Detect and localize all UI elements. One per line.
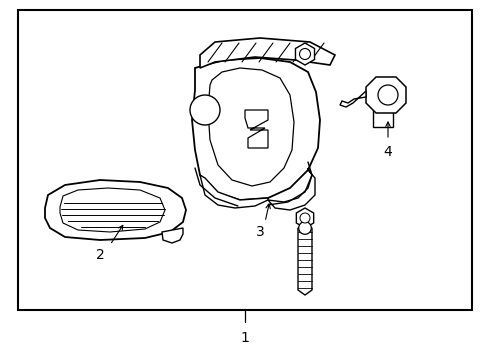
- Text: 2: 2: [96, 248, 104, 262]
- Polygon shape: [207, 68, 293, 186]
- Polygon shape: [297, 228, 311, 295]
- Text: 4: 4: [383, 145, 391, 159]
- Bar: [18, 10, 471, 310]
- Circle shape: [299, 213, 309, 223]
- Circle shape: [298, 222, 311, 234]
- Circle shape: [377, 85, 397, 105]
- Polygon shape: [267, 168, 314, 210]
- Text: 1: 1: [240, 331, 249, 345]
- Polygon shape: [372, 110, 392, 127]
- Polygon shape: [200, 38, 334, 68]
- Polygon shape: [60, 188, 164, 232]
- Polygon shape: [45, 180, 185, 240]
- Polygon shape: [244, 110, 267, 148]
- Polygon shape: [192, 58, 319, 200]
- Polygon shape: [200, 175, 267, 208]
- Polygon shape: [296, 208, 313, 228]
- Polygon shape: [295, 43, 314, 65]
- Circle shape: [190, 95, 220, 125]
- Text: 3: 3: [255, 225, 264, 239]
- Polygon shape: [339, 91, 365, 107]
- Polygon shape: [365, 77, 405, 113]
- Circle shape: [299, 49, 310, 59]
- Polygon shape: [162, 228, 183, 243]
